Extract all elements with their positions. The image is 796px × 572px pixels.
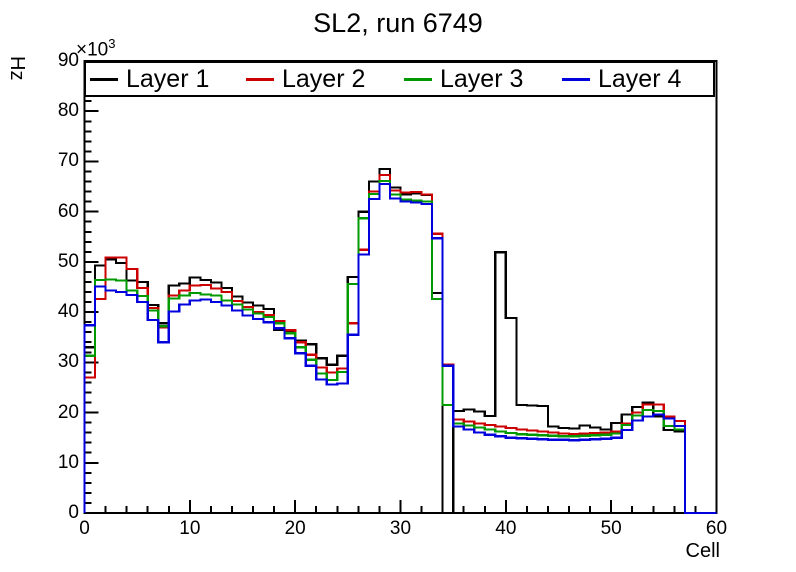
y-axis-multiplier-exponent: 3 (108, 36, 116, 51)
legend-label-layer-1: Layer 1 (126, 65, 210, 93)
y-axis-multiplier-base: ×10 (76, 39, 109, 61)
x-axis-title: Cell (685, 540, 720, 562)
y-tick-label-70: 70 (57, 150, 79, 172)
series-layer-1 (83, 167, 717, 515)
y-tick-label-0: 0 (68, 502, 79, 523)
y-tick-label-90: 90 (57, 50, 79, 71)
legend-swatch-layer-4 (562, 78, 590, 81)
y-tick-label-60: 60 (57, 200, 79, 222)
y-tick-label-40: 40 (57, 301, 79, 323)
y-tick-label-10: 10 (57, 451, 79, 473)
x-tick-label-40: 40 (495, 518, 517, 539)
legend-swatch-layer-3 (404, 78, 432, 81)
plot-frame (83, 60, 718, 514)
y-tick-label-30: 30 (57, 351, 79, 373)
legend-box: Layer 1 Layer 2 Layer 3 Layer 4 (84, 61, 715, 97)
x-tick-label-60: 60 (705, 518, 728, 539)
x-tick-label-0: 0 (79, 518, 90, 539)
series-layer-4 (83, 182, 717, 515)
series-layer-3 (83, 179, 717, 515)
series-layer-2 (83, 173, 717, 515)
legend-label-layer-3: Layer 3 (440, 65, 524, 93)
y-tick-label-20: 20 (57, 401, 79, 423)
x-tick-label-50: 50 (600, 518, 622, 539)
legend-label-layer-4: Layer 4 (598, 65, 682, 93)
x-tick-label-10: 10 (179, 518, 201, 539)
x-tick-label-30: 30 (389, 518, 412, 539)
plot-title: SL2, run 6749 (313, 8, 483, 38)
y-tick-label-50: 50 (57, 250, 79, 272)
legend-swatch-layer-2 (246, 78, 274, 81)
legend-swatch-layer-1 (90, 78, 118, 81)
y-tick-label-80: 80 (57, 100, 79, 122)
y-axis-multiplier: ×103 (76, 36, 115, 61)
legend-label-layer-2: Layer 2 (282, 65, 366, 93)
x-tick-label-20: 20 (284, 518, 306, 539)
